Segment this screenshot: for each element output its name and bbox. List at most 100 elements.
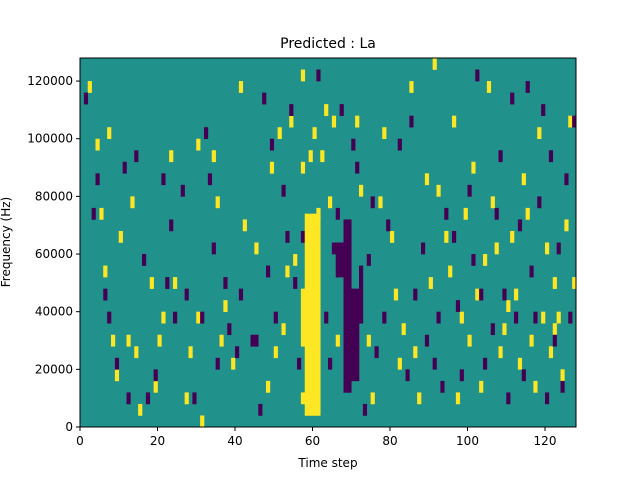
heatmap-cell-high [417,392,422,405]
heatmap-cell-high [444,230,449,243]
heatmap-cell-low [351,138,356,151]
heatmap-cell-low [134,150,139,163]
heatmap-cell-low [525,81,530,93]
heatmap-cell-low [521,369,526,382]
heatmap-cell-low [517,219,523,232]
heatmap-region-low [343,219,352,393]
heatmap-cell-low [362,403,368,416]
heatmap-cell-high [103,265,108,278]
heatmap-cell-low [215,357,220,370]
heatmap-cell-low [560,380,565,393]
heatmap-cell-high [556,311,561,324]
heatmap-cell-low [223,277,228,289]
heatmap-cell-high [173,277,178,289]
x-tick-label: 60 [305,434,320,448]
heatmap-cell-high [459,311,464,324]
y-tick-label: 40000 [35,305,73,319]
heatmap-cell-low [424,334,430,347]
heatmap-cell-high [432,58,437,70]
heatmap-cell-low [366,254,371,266]
plot-frame [79,57,577,428]
heatmap-cell-high [436,184,441,197]
heatmap-cell-low [145,392,151,405]
y-tick-label: 80000 [35,189,73,203]
heatmap-cell-low [173,311,178,324]
heatmap-cell-low [122,161,127,174]
heatmap-cell-low [537,196,542,209]
heatmap-cell-low [285,230,290,243]
heatmap-cell-high [564,219,569,232]
y-tick-label: 100000 [27,132,73,146]
heatmap-cell-low [498,150,503,163]
heatmap-cell-high [424,173,430,186]
heatmap-cell-high [211,150,216,163]
heatmap-cell-low [91,207,96,220]
heatmap-cell-high [273,346,278,359]
heatmap-cell-low [165,277,170,289]
heatmap-cell-low [432,357,437,370]
heatmap-cell-low [382,311,387,324]
heatmap-cell-low [238,288,244,301]
heatmap-cell-low [409,115,414,128]
x-tick-label: 80 [382,434,397,448]
heatmap-cell-low [506,392,511,405]
heatmap-cell-low [200,311,205,324]
heatmap-cell-high [486,81,492,93]
x-axis-label: Time step [297,456,357,470]
heatmap-cell-low [355,161,360,174]
heatmap-cell-high [118,230,123,243]
heatmap-cell-high [378,196,383,209]
heatmap-cell-high [517,357,523,370]
heatmap-cell-high [506,300,511,312]
heatmap-cell-high [157,334,162,347]
heatmap-cell-low [386,219,391,232]
heatmap-region-low [351,288,360,382]
y-tick-label: 60000 [35,247,73,261]
heatmap-cell-low [564,173,569,186]
heatmap-cell-high [223,300,228,312]
heatmap-cell-low [107,311,112,324]
heatmap-cell-low [161,173,166,186]
heatmap-cell-high [324,104,329,116]
heatmap-cell-high [95,138,100,151]
heatmap-cell-high [529,334,534,347]
heatmap-cell-high [169,150,174,163]
heatmap-cell-low [440,380,445,393]
heatmap-cell-high [467,334,472,347]
y-axis-label: Frequency (Hz) [0,197,13,288]
heatmap-cell-low [293,277,298,289]
heatmap-cell-high [525,207,530,220]
heatmap-cell-high [514,288,519,301]
heatmap-cell-high [397,357,402,370]
heatmap-cell-low [289,104,294,116]
heatmap-cell-high [312,127,317,140]
heatmap-cell-high [328,196,333,209]
heatmap-cell-low [250,334,255,347]
heatmap-cell-low [169,219,174,232]
heatmap-cell-low [227,323,232,336]
heatmap-cell-low [483,357,488,370]
heatmap-cell-high [463,207,468,220]
heatmap-cell-high [126,334,131,347]
heatmap-cell-high [568,115,573,128]
heatmap-cell-low [568,311,573,324]
heatmap-cell-low [103,288,108,301]
heatmap-cell-low [142,254,147,266]
heatmap-cell-high [409,81,414,93]
heatmap-cell-low [316,69,321,82]
heatmap-cell-high [359,184,364,197]
heatmap-cell-low [180,184,185,197]
heatmap-cell-low [262,92,267,105]
heatmap-cell-low [300,230,306,243]
heatmap-cell-low [475,69,480,82]
heatmap-cell-low [281,184,286,197]
heatmap-cell-high [266,380,271,393]
y-tick-label: 0 [65,420,73,434]
chart-title: Predicted : La [280,36,376,52]
heatmap-region-low [359,265,364,324]
heatmap-cell-low [502,288,507,301]
heatmap-cell-high [99,207,104,220]
heatmap-cell-low [207,173,213,186]
heatmap-cell-high [455,392,461,405]
heatmap-cell-high [479,380,484,393]
